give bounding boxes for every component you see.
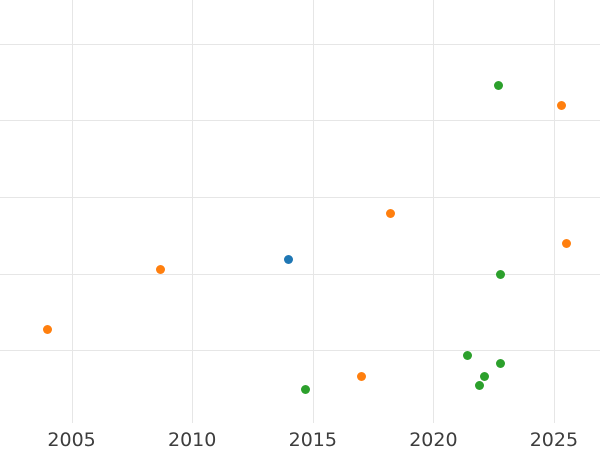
x-gridline	[553, 0, 555, 424]
x-tick-label: 2010	[168, 429, 217, 450]
data-point-green-series	[474, 380, 484, 390]
x-gridline	[433, 0, 435, 424]
data-point-green-series	[496, 359, 506, 368]
x-gridline	[192, 0, 194, 424]
x-tick-label: 2025	[529, 429, 579, 450]
y-gridline	[0, 120, 600, 122]
data-point-orange-series	[561, 238, 571, 248]
x-tick-label: 2020	[409, 429, 458, 450]
y-gridline	[0, 197, 600, 199]
data-point-orange-series	[43, 325, 52, 335]
y-gridline	[0, 350, 600, 352]
data-point-green-series	[494, 80, 503, 90]
x-gridline	[312, 0, 314, 424]
data-point-green-series	[479, 372, 489, 381]
data-point-orange-series	[556, 100, 566, 110]
data-point-green-series	[301, 385, 310, 395]
data-point-orange-series	[156, 265, 166, 275]
data-point-green-series	[496, 270, 506, 279]
y-gridline	[0, 43, 600, 45]
data-point-green-series	[462, 350, 472, 360]
data-point-orange-series	[356, 372, 366, 381]
y-gridline	[0, 273, 600, 275]
data-point-blue-series	[284, 254, 294, 264]
x-tick-label: 2005	[47, 429, 96, 450]
x-tick-label: 2015	[288, 429, 337, 450]
data-point-orange-series	[385, 208, 395, 218]
x-gridline	[71, 0, 73, 424]
